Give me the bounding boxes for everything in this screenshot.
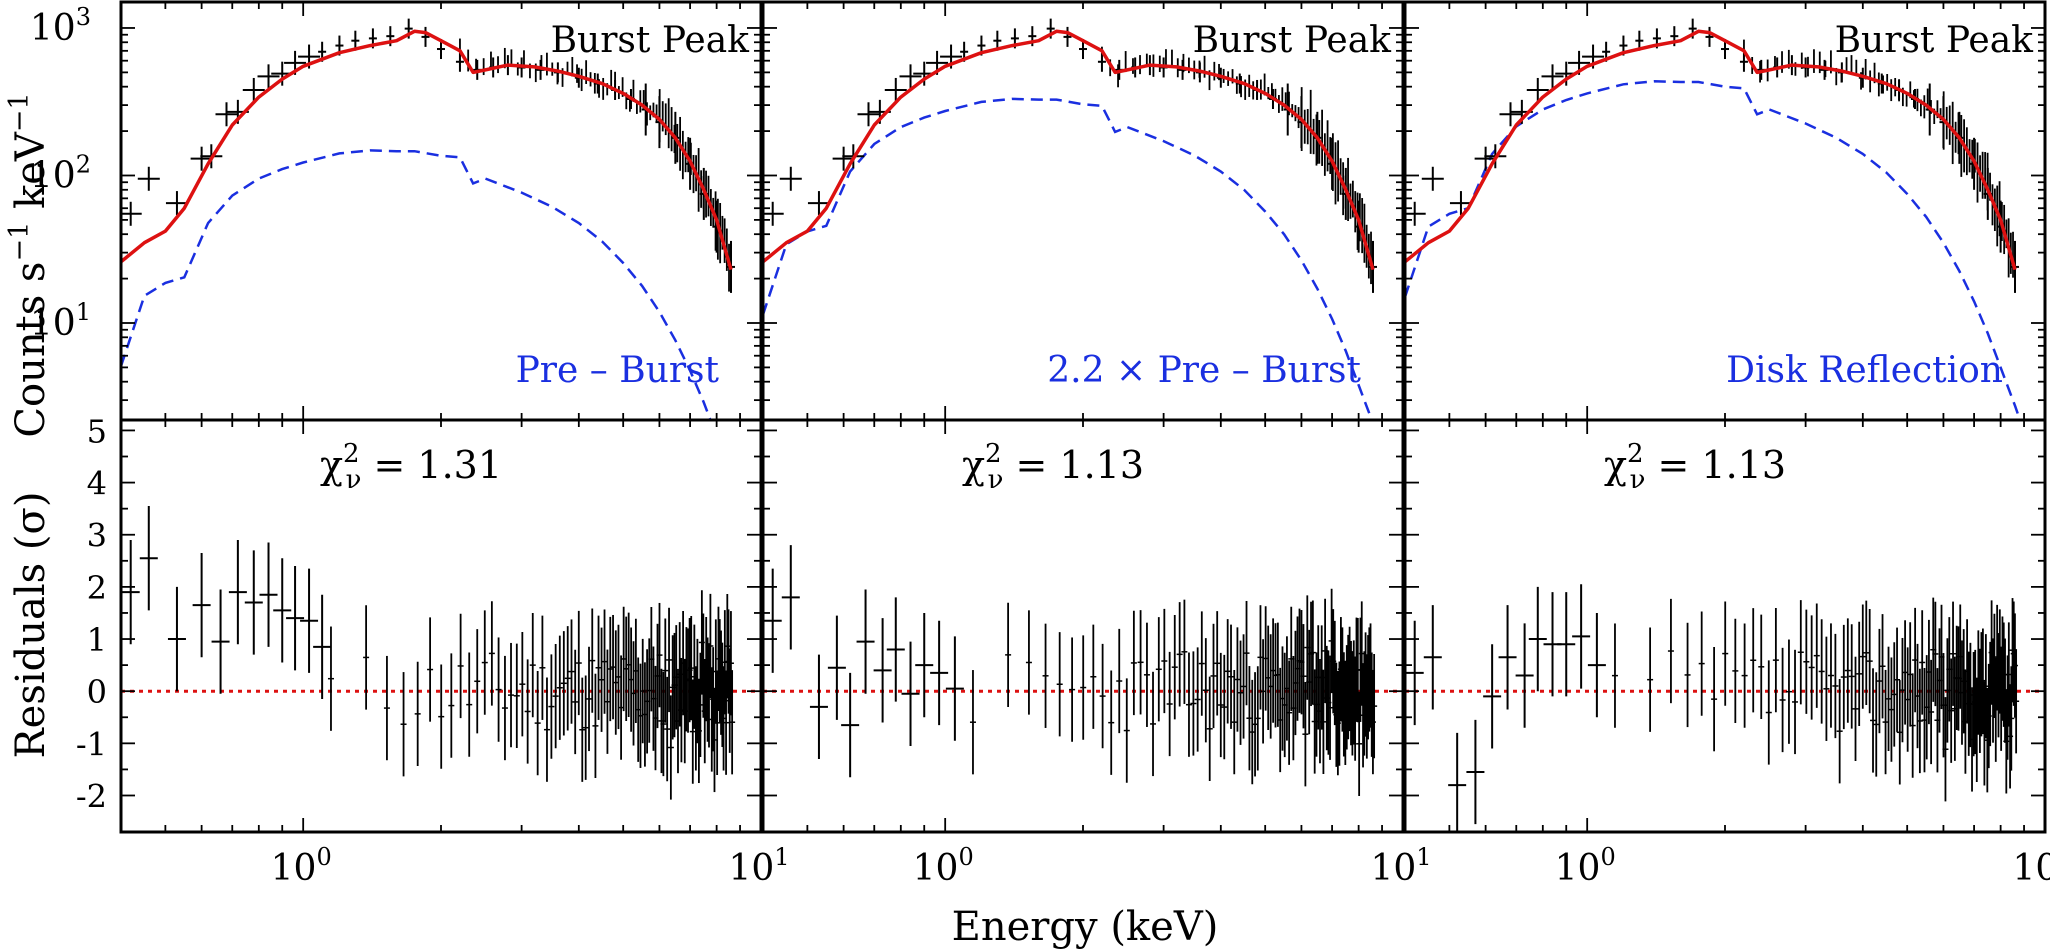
- component-label: Pre – Burst: [516, 350, 720, 391]
- panel-3: Burst Peak Disk Reflection χ2 ν = 1.13 100 10…: [1403, 0, 2050, 889]
- panel-title-label: Burst Peak: [1193, 20, 1393, 61]
- bottom-panel-3: [1405, 584, 2045, 832]
- y-tick-label-top: 103: [30, 3, 91, 49]
- y-tick-label-bottom: 2: [87, 569, 107, 607]
- y-tick-label-bottom: 3: [87, 517, 107, 555]
- bottom-panel-1: [121, 506, 761, 800]
- panel-1: Burst Peak Pre – Burst χ2 ν = 1.31 100 101: [119, 0, 790, 889]
- y-tick-label-bottom: 5: [87, 412, 107, 450]
- component-label: Disk Reflection: [1726, 350, 2003, 391]
- x-tick-label: 100: [271, 843, 332, 889]
- model-curve: [763, 29, 1375, 271]
- ylabel-counts: Counts s: [8, 262, 54, 438]
- top-panel-3: [1405, 18, 2022, 420]
- top-panel-1: [121, 18, 736, 420]
- x-tick-label: 100: [1555, 843, 1616, 889]
- component-curve: [763, 97, 1374, 420]
- component-curve: [1405, 80, 2022, 420]
- x-tick-label: 101: [728, 843, 789, 889]
- y-tick-label-bottom: 0: [87, 673, 107, 711]
- y-tick-label-top: 101: [30, 298, 91, 344]
- chi2-label: χ2 ν = 1.13: [962, 439, 1144, 495]
- ylabel-kev: keV: [8, 131, 54, 222]
- y-tick-label-bottom: 1: [87, 621, 107, 659]
- x-axis-label: Energy (keV): [952, 904, 1219, 950]
- y-tick-label-bottom: -1: [76, 725, 107, 763]
- x-tick-label: 100: [913, 843, 974, 889]
- y-tick-label-bottom: 4: [87, 465, 107, 503]
- model-curve: [1405, 29, 2017, 271]
- component-curve: [121, 149, 712, 420]
- y-axis-label-top: Counts s−1 keV−1: [4, 92, 54, 437]
- panel-2: Burst Peak 2.2 × Pre – Burst χ2 ν = 1.13 100…: [761, 0, 1432, 889]
- ylabel-exp-2: −1: [4, 92, 35, 132]
- top-panel-2: [763, 18, 1378, 420]
- panel-title-label: Burst Peak: [551, 20, 751, 61]
- panel-title-label: Burst Peak: [1835, 20, 2035, 61]
- x-tick-label: 101: [2012, 843, 2050, 889]
- chi2-label: χ2 ν = 1.31: [320, 439, 502, 495]
- model-curve: [121, 29, 733, 271]
- component-label: 2.2 × Pre – Burst: [1047, 350, 1361, 391]
- labels-layer: Energy (keV) Counts s−1 keV−1 Residuals …: [4, 92, 1218, 950]
- x-tick-label: 101: [1370, 843, 1431, 889]
- y-tick-label-top: 102: [30, 150, 91, 196]
- bottom-panel-2: [763, 545, 1403, 796]
- ylabel-exp-1: −1: [4, 222, 35, 262]
- y-tick-label-bottom: -2: [76, 777, 107, 815]
- chi2-label: χ2 ν = 1.13: [1604, 439, 1786, 495]
- y-axis-label-bottom: Residuals (σ): [8, 492, 54, 759]
